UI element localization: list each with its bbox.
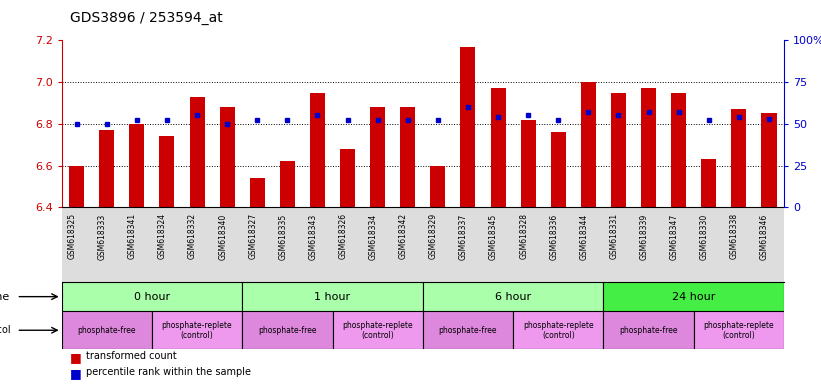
Text: phosphate-replete
(control): phosphate-replete (control) [342, 321, 413, 340]
Bar [701, 159, 716, 207]
Bar [761, 113, 777, 207]
Text: GSM618346: GSM618346 [760, 214, 769, 260]
Text: GSM618326: GSM618326 [338, 214, 347, 260]
Bar [340, 149, 355, 207]
Text: ■: ■ [70, 367, 81, 380]
Text: growth protocol: growth protocol [0, 325, 11, 335]
Bar [99, 130, 114, 207]
Text: GSM618340: GSM618340 [218, 214, 227, 260]
Bar [310, 93, 325, 207]
Bar [551, 132, 566, 207]
Text: GSM618327: GSM618327 [248, 214, 257, 260]
Text: GSM618338: GSM618338 [730, 214, 739, 260]
Text: time: time [0, 291, 11, 302]
Bar [333, 311, 423, 349]
Bar [732, 109, 746, 207]
Bar [430, 166, 445, 207]
Text: phosphate-free: phosphate-free [619, 326, 678, 335]
Text: transformed count: transformed count [86, 351, 177, 361]
Bar [461, 46, 475, 207]
Bar [400, 107, 415, 207]
Text: GSM618344: GSM618344 [580, 214, 589, 260]
Bar [580, 82, 596, 207]
Text: phosphate-free: phosphate-free [438, 326, 498, 335]
Text: GSM618333: GSM618333 [98, 214, 107, 260]
Bar [190, 97, 204, 207]
Text: 6 hour: 6 hour [495, 291, 531, 302]
Bar [250, 178, 264, 207]
Text: phosphate-replete
(control): phosphate-replete (control) [704, 321, 774, 340]
Bar [521, 120, 535, 207]
Bar [159, 136, 174, 207]
Text: 1 hour: 1 hour [314, 291, 351, 302]
Bar [130, 124, 144, 207]
Text: GSM618345: GSM618345 [489, 214, 498, 260]
Bar [694, 311, 784, 349]
Bar [62, 282, 242, 311]
Bar [641, 88, 656, 207]
Bar [242, 282, 423, 311]
Text: GSM618325: GSM618325 [67, 214, 76, 260]
Text: 24 hour: 24 hour [672, 291, 715, 302]
Bar [672, 93, 686, 207]
Text: GSM618337: GSM618337 [459, 214, 468, 260]
Bar [370, 107, 385, 207]
Text: GSM618332: GSM618332 [188, 214, 197, 260]
Bar [490, 88, 506, 207]
Text: GSM618342: GSM618342 [399, 214, 408, 260]
Text: GSM618328: GSM618328 [519, 214, 528, 259]
Bar [219, 107, 235, 207]
Bar [69, 166, 84, 207]
Bar [280, 161, 295, 207]
Text: GSM618347: GSM618347 [670, 214, 679, 260]
Bar [62, 311, 152, 349]
Bar [603, 282, 784, 311]
Bar [611, 93, 626, 207]
Bar [152, 311, 242, 349]
Text: phosphate-free: phosphate-free [258, 326, 317, 335]
Text: GDS3896 / 253594_at: GDS3896 / 253594_at [70, 11, 222, 25]
Text: GSM618339: GSM618339 [640, 214, 649, 260]
Text: GSM618324: GSM618324 [158, 214, 167, 260]
Text: phosphate-free: phosphate-free [77, 326, 136, 335]
Text: GSM618334: GSM618334 [369, 214, 378, 260]
Text: GSM618343: GSM618343 [309, 214, 318, 260]
Text: phosphate-replete
(control): phosphate-replete (control) [523, 321, 594, 340]
Text: GSM618336: GSM618336 [549, 214, 558, 260]
Bar [242, 311, 333, 349]
Bar [513, 311, 603, 349]
Text: phosphate-replete
(control): phosphate-replete (control) [162, 321, 232, 340]
Bar [603, 311, 694, 349]
Text: percentile rank within the sample: percentile rank within the sample [86, 367, 251, 377]
Text: 0 hour: 0 hour [134, 291, 170, 302]
Bar [423, 282, 603, 311]
Text: GSM618331: GSM618331 [609, 214, 618, 260]
Text: GSM618330: GSM618330 [699, 214, 709, 260]
Text: GSM618341: GSM618341 [128, 214, 137, 260]
Bar [423, 311, 513, 349]
Text: ■: ■ [70, 351, 81, 364]
Text: GSM618335: GSM618335 [278, 214, 287, 260]
Text: GSM618329: GSM618329 [429, 214, 438, 260]
